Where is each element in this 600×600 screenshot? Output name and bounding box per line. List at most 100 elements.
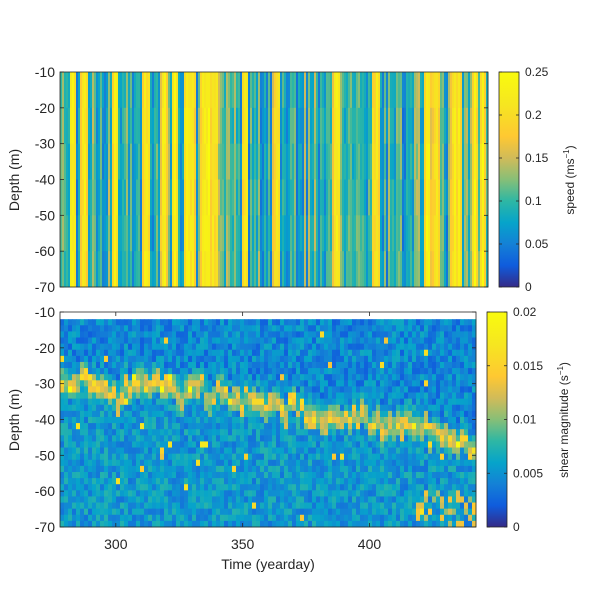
shear-cell: [432, 514, 437, 522]
speed-cell: [84, 107, 87, 145]
shear-cell: [248, 380, 253, 387]
shear-cell: [332, 465, 337, 473]
shear-cell: [448, 447, 453, 455]
shear-cell: [420, 380, 425, 387]
shear-cell: [228, 429, 233, 436]
speed-cell: [322, 72, 325, 109]
shear-cell: [248, 398, 253, 406]
shear-cell: [168, 392, 173, 400]
speed-cell: [232, 143, 235, 180]
shear-cell: [432, 349, 437, 357]
shear-cell: [432, 465, 437, 473]
speed-cell: [262, 251, 265, 288]
shear-cell: [332, 337, 337, 345]
speed-cell: [422, 72, 425, 109]
speed-cell: [78, 107, 81, 145]
shear-cell: [384, 325, 389, 332]
shear-cell: [384, 459, 389, 467]
shear-cell: [468, 453, 473, 461]
shear-cell: [204, 380, 209, 387]
shear-cell: [448, 319, 453, 326]
shear-cell: [60, 520, 65, 528]
shear-cell: [168, 398, 173, 406]
shear-cell: [212, 319, 217, 326]
speed-cell: [88, 143, 91, 180]
shear-cell: [256, 380, 261, 387]
shear-cell: [420, 319, 425, 326]
shear-cell: [116, 471, 121, 479]
shear-cell: [368, 319, 373, 326]
shear-cell: [124, 368, 129, 375]
shear-cell: [288, 514, 293, 522]
shear-cell: [312, 453, 317, 461]
shear-cell: [424, 337, 429, 345]
shear-cell: [268, 471, 273, 479]
speed-cell: [474, 179, 477, 216]
shear-cell: [280, 386, 285, 393]
shear-cell: [284, 325, 289, 332]
shear-cell: [404, 410, 409, 418]
shear-cell: [288, 423, 293, 430]
speed-cell: [248, 179, 251, 216]
shear-cell: [256, 429, 261, 436]
speed-cell: [290, 143, 293, 180]
shear-cell: [296, 404, 301, 412]
speed-cell: [392, 107, 395, 145]
speed-cell: [372, 215, 375, 252]
speed-cell: [182, 179, 185, 216]
speed-cell: [360, 107, 363, 145]
shear-cell: [184, 349, 189, 357]
shear-cell: [448, 410, 453, 418]
shear-cell: [252, 337, 257, 345]
shear-cell: [260, 325, 265, 332]
speed-cell: [378, 251, 381, 288]
shear-cell: [420, 441, 425, 448]
shear-cell: [208, 490, 213, 497]
shear-cell: [280, 496, 285, 503]
speed-cell: [350, 72, 353, 109]
speed-cell: [254, 251, 257, 288]
speed-cell: [408, 179, 411, 216]
shear-cell: [92, 508, 97, 516]
shear-cell: [408, 343, 413, 351]
shear-cell: [108, 508, 113, 516]
shear-cell: [140, 429, 145, 436]
shear-cell: [104, 471, 109, 479]
speed-cell: [370, 179, 373, 216]
shear-cell: [180, 343, 185, 351]
shear-cell: [328, 514, 333, 522]
speed-cell: [256, 179, 259, 216]
shear-cell: [452, 514, 457, 522]
shear-cell: [208, 380, 213, 387]
shear-cell: [284, 355, 289, 363]
shear-cell: [168, 465, 173, 473]
shear-cell: [76, 337, 81, 345]
speed-cell: [336, 72, 339, 109]
speed-cell: [160, 251, 163, 288]
shear-cell: [136, 478, 141, 485]
shear-cell: [420, 490, 425, 497]
shear-cell: [160, 429, 165, 436]
shear-cell: [380, 410, 385, 418]
speed-cell: [340, 107, 343, 145]
shear-cell: [132, 404, 137, 412]
shear-cell: [216, 392, 221, 400]
speed-cell: [90, 72, 93, 109]
shear-cell: [176, 374, 181, 381]
shear-cell: [264, 429, 269, 436]
shear-cell: [344, 447, 349, 455]
shear-cell: [388, 490, 393, 497]
shear-cell: [436, 374, 441, 381]
shear-cell: [164, 441, 169, 448]
shear-cell: [260, 429, 265, 436]
shear-cell: [168, 325, 173, 332]
shear-cell: [356, 325, 361, 332]
shear-cell: [360, 453, 365, 461]
speed-cell: [392, 251, 395, 288]
shear-cell: [324, 435, 329, 442]
shear-cell: [312, 410, 317, 418]
speed-cell: [428, 179, 431, 216]
speed-cell: [344, 107, 347, 145]
speed-cell: [346, 72, 349, 109]
